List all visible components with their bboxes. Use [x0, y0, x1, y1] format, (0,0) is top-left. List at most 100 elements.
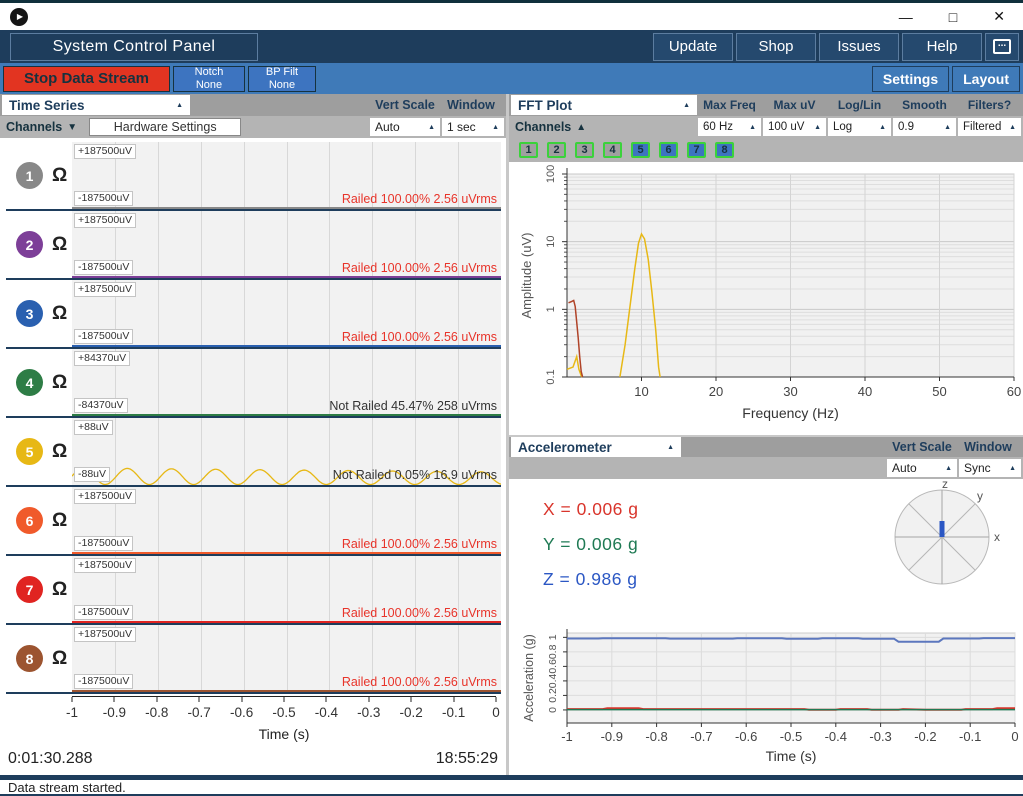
- svg-text:0.4: 0.4: [547, 673, 559, 688]
- channel-5-badge[interactable]: 5: [16, 438, 43, 465]
- svg-text:-0.7: -0.7: [690, 729, 712, 744]
- gridline: [372, 280, 374, 347]
- time-series-header: Time Series ▲ Vert Scale Window: [0, 94, 506, 116]
- channel-2-plot: +187500uV -187500uV Railed 100.00% 2.56 uV…: [72, 211, 501, 278]
- max-uv-dropdown[interactable]: 100 uV ▲: [763, 118, 826, 136]
- accel-window-dropdown[interactable]: Sync ▲: [959, 459, 1021, 477]
- channel-5-plot: +88uV -88uV Not Railed 0.05% 16.9 uVrms: [72, 418, 501, 485]
- axis-tick-label: -0.7: [187, 705, 211, 720]
- shop-button[interactable]: Shop: [736, 32, 816, 61]
- axis-tick-label: -0.5: [272, 705, 296, 720]
- window-dropdown[interactable]: 1 sec ▲: [442, 118, 504, 136]
- railed-status: Not Railed 45.47% 258 uVrms: [329, 399, 497, 413]
- settings-button[interactable]: Settings: [871, 65, 950, 92]
- svg-text:100: 100: [545, 165, 557, 183]
- gridline: [458, 280, 460, 347]
- impedance-button[interactable]: Ω: [52, 509, 68, 531]
- console-button[interactable]: ...: [985, 32, 1019, 61]
- notch-filter-button[interactable]: Notch None: [173, 65, 245, 92]
- channel-row-7: 7 Ω +187500uV -187500uV Railed 100.00% 2.56 …: [6, 556, 501, 625]
- layout-button[interactable]: Layout: [952, 65, 1020, 92]
- scale-bottom-label: -187500uV: [74, 605, 134, 620]
- max-freq-dropdown[interactable]: 60 Hz ▲: [698, 118, 761, 136]
- scale-top-label: +187500uV: [74, 489, 137, 504]
- time-series-header-labels: Vert Scale Window: [370, 98, 502, 112]
- gridline: [458, 211, 460, 278]
- close-button[interactable]: ✕: [993, 8, 1005, 24]
- log-lin-dropdown[interactable]: Log ▲: [828, 118, 891, 136]
- max-freq-value: 60 Hz: [703, 121, 734, 133]
- impedance-button[interactable]: Ω: [52, 164, 68, 186]
- gridline: [114, 556, 116, 623]
- hardware-settings-button[interactable]: Hardware Settings: [89, 118, 242, 136]
- impedance-button[interactable]: Ω: [52, 578, 68, 600]
- fft-channel-8-button[interactable]: 8: [715, 142, 734, 158]
- gridline: [286, 625, 288, 692]
- fft-channel-5-button[interactable]: 5: [631, 142, 650, 158]
- svg-text:-0.6: -0.6: [735, 729, 757, 744]
- accelerometer-title-dropdown[interactable]: Accelerometer ▲: [511, 437, 681, 457]
- impedance-button[interactable]: Ω: [52, 647, 68, 669]
- bp-value: None: [268, 78, 296, 91]
- svg-text:20: 20: [709, 384, 723, 399]
- help-button[interactable]: Help: [902, 32, 982, 61]
- scale-bottom-label: -88uV: [74, 467, 111, 482]
- channel-2-badge[interactable]: 2: [16, 231, 43, 258]
- svg-text:Amplitude (uV): Amplitude (uV): [519, 233, 534, 319]
- impedance-button[interactable]: Ω: [52, 302, 68, 324]
- gridline: [243, 625, 245, 692]
- fft-channel-4-button[interactable]: 4: [603, 142, 622, 158]
- filters-dropdown[interactable]: Filtered ▲: [958, 118, 1021, 136]
- channels-toggle-button[interactable]: Channels ▼: [6, 120, 77, 134]
- channel-4-plot: +84370uV -84370uV Not Railed 45.47% 258 uV…: [72, 349, 501, 416]
- issues-button[interactable]: Issues: [819, 32, 899, 61]
- gridline: [415, 487, 417, 554]
- update-button[interactable]: Update: [653, 32, 733, 61]
- fft-channel-3-button[interactable]: 3: [575, 142, 594, 158]
- stop-data-stream-button[interactable]: Stop Data Stream: [3, 65, 170, 92]
- filters-value: Filtered: [963, 121, 1002, 133]
- time-series-title-dropdown[interactable]: Time Series ▲: [2, 95, 190, 115]
- smooth-dropdown[interactable]: 0.9 ▲: [893, 118, 956, 136]
- vert-scale-dropdown[interactable]: Auto ▲: [370, 118, 440, 136]
- impedance-button[interactable]: Ω: [52, 440, 68, 462]
- fft-title-dropdown[interactable]: FFT Plot ▲: [511, 95, 697, 115]
- accelerometer-chart: 0 0.20.40.60.8 1 -1 -0.9 -0.8 -0.7 -0.6 -0.5 -0.4…: [522, 629, 1019, 764]
- fft-channel-6-button[interactable]: 6: [659, 142, 678, 158]
- fft-channels-toggle-button[interactable]: Channels ▲: [515, 120, 586, 134]
- channel-1-badge[interactable]: 1: [16, 162, 43, 189]
- minimize-button[interactable]: —: [898, 8, 913, 25]
- svg-text:-0.2: -0.2: [914, 729, 936, 744]
- bp-label: BP Filt: [265, 65, 299, 78]
- axis-tick-label: -0.1: [441, 705, 466, 720]
- channel-trace: [72, 690, 501, 692]
- impedance-button[interactable]: Ω: [52, 233, 68, 255]
- fft-channel-7-button[interactable]: 7: [687, 142, 706, 158]
- accel-vert-scale-dropdown[interactable]: Auto ▲: [887, 459, 957, 477]
- vert-scale-label: Vert Scale: [375, 98, 435, 112]
- maximize-button[interactable]: □: [948, 8, 958, 25]
- scale-top-label: +88uV: [74, 420, 113, 435]
- gridline: [200, 211, 202, 278]
- channel-7-badge[interactable]: 7: [16, 576, 43, 603]
- smooth-label: Smooth: [902, 98, 947, 112]
- fft-channel-1-button[interactable]: 1: [519, 142, 538, 158]
- accel-x-value: X = 0.006 g: [543, 499, 639, 519]
- fft-channel-2-button[interactable]: 2: [547, 142, 566, 158]
- axis-tick: [113, 697, 115, 702]
- gridline: [114, 418, 116, 485]
- gridline: [329, 142, 331, 209]
- channel-6-badge[interactable]: 6: [16, 507, 43, 534]
- bandpass-filter-button[interactable]: BP Filt None: [248, 65, 316, 92]
- time-axis-label: Time (s): [258, 726, 310, 742]
- channel-4-badge[interactable]: 4: [16, 369, 43, 396]
- right-column: FFT Plot ▲ Max Freq Max uV Log/Lin Smoot…: [509, 94, 1023, 775]
- chevron-up-icon: ▲: [879, 123, 886, 131]
- channel-trace: [72, 552, 501, 554]
- impedance-button[interactable]: Ω: [52, 371, 68, 393]
- channel-3-badge[interactable]: 3: [16, 300, 43, 327]
- channel-8-badge[interactable]: 8: [16, 645, 43, 672]
- time-series-panel: Time Series ▲ Vert Scale Window Channels…: [0, 94, 506, 775]
